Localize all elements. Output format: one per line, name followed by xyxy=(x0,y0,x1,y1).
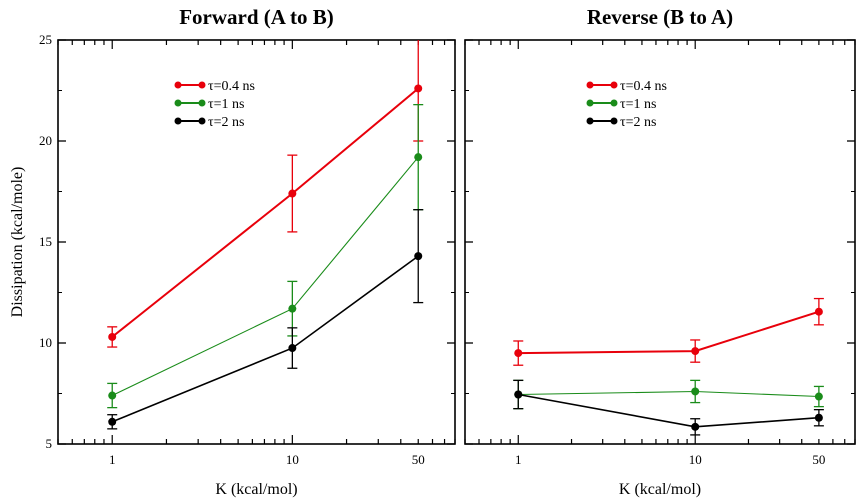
legend-label: τ=1 ns xyxy=(620,97,656,112)
legend-swatch-marker xyxy=(610,117,618,125)
data-point xyxy=(814,413,823,422)
x-tick-label: 10 xyxy=(286,452,299,467)
data-point xyxy=(414,252,423,261)
data-point xyxy=(691,387,700,396)
data-point xyxy=(814,307,823,316)
y-tick-label: 10 xyxy=(39,335,52,350)
chart-title: Reverse (B to A) xyxy=(587,5,733,29)
y-tick-label: 20 xyxy=(39,133,52,148)
panel-1: Forward (A to B) 5 10 15 20 25 1 10 50 K (kcal/mo… xyxy=(39,5,456,498)
series-group xyxy=(513,297,824,436)
data-point xyxy=(108,332,117,341)
legend-swatch-marker xyxy=(586,117,594,125)
data-point xyxy=(108,417,117,426)
data-point xyxy=(514,349,523,358)
chart-title: Forward (A to B) xyxy=(179,5,334,29)
series-group xyxy=(107,40,424,430)
legend-label: τ=2 ns xyxy=(208,115,244,130)
series-line xyxy=(518,393,819,428)
legend-swatch-marker xyxy=(586,99,594,107)
x-axis-label: K (kcal/mol) xyxy=(215,481,297,498)
legend-label: τ=2 ns xyxy=(620,115,656,130)
data-point xyxy=(414,153,423,162)
chart-panels: Forward (A to B) 5 10 15 20 25 1 10 50 K (kcal/mo… xyxy=(39,5,856,498)
panel-2: Reverse (B to A) 1 10 50 K (kcal/mol) τ=0.4 n… xyxy=(464,5,856,498)
y-tick-label: 25 xyxy=(39,32,52,47)
series-line xyxy=(518,390,819,398)
legend-swatch-marker xyxy=(174,117,182,125)
data-point xyxy=(814,392,823,401)
data-point xyxy=(288,304,297,313)
legend-swatch-marker xyxy=(198,117,206,125)
x-tick-label: 50 xyxy=(812,452,825,467)
series-line xyxy=(518,310,820,355)
data-point xyxy=(288,189,297,198)
data-point xyxy=(691,347,700,356)
legend-swatch-marker xyxy=(610,81,618,89)
legend-label: τ=1 ns xyxy=(208,97,244,112)
data-point xyxy=(288,344,297,353)
series-line xyxy=(111,255,419,423)
legend-swatch-marker xyxy=(610,99,618,107)
x-axis-label: K (kcal/mol) xyxy=(619,481,701,498)
legend-swatch-marker xyxy=(198,99,206,107)
x-tick-label: 10 xyxy=(689,452,702,467)
plot-frame xyxy=(464,39,856,445)
legend-label: τ=0.4 ns xyxy=(620,79,667,94)
y-tick-label: 5 xyxy=(46,436,53,451)
legend-swatch-marker xyxy=(174,81,182,89)
data-point xyxy=(108,391,117,400)
legend: τ=0.4 ns τ=1 ns τ=2 ns xyxy=(586,79,667,130)
legend-swatch-marker xyxy=(174,99,182,107)
data-point xyxy=(514,390,523,399)
data-point xyxy=(414,84,423,93)
data-point xyxy=(691,422,700,431)
x-tick-label: 1 xyxy=(515,452,522,467)
x-tick-label: 50 xyxy=(412,452,425,467)
y-axis-label: Dissipation (kcal/mole) xyxy=(9,167,26,318)
legend-swatch-marker xyxy=(198,81,206,89)
legend-label: τ=0.4 ns xyxy=(208,79,255,94)
plot-frame xyxy=(57,39,456,445)
legend: τ=0.4 ns τ=1 ns τ=2 ns xyxy=(174,79,255,130)
y-tick-label: 15 xyxy=(39,234,52,249)
x-tick-label: 1 xyxy=(109,452,116,467)
legend-swatch-marker xyxy=(586,81,594,89)
